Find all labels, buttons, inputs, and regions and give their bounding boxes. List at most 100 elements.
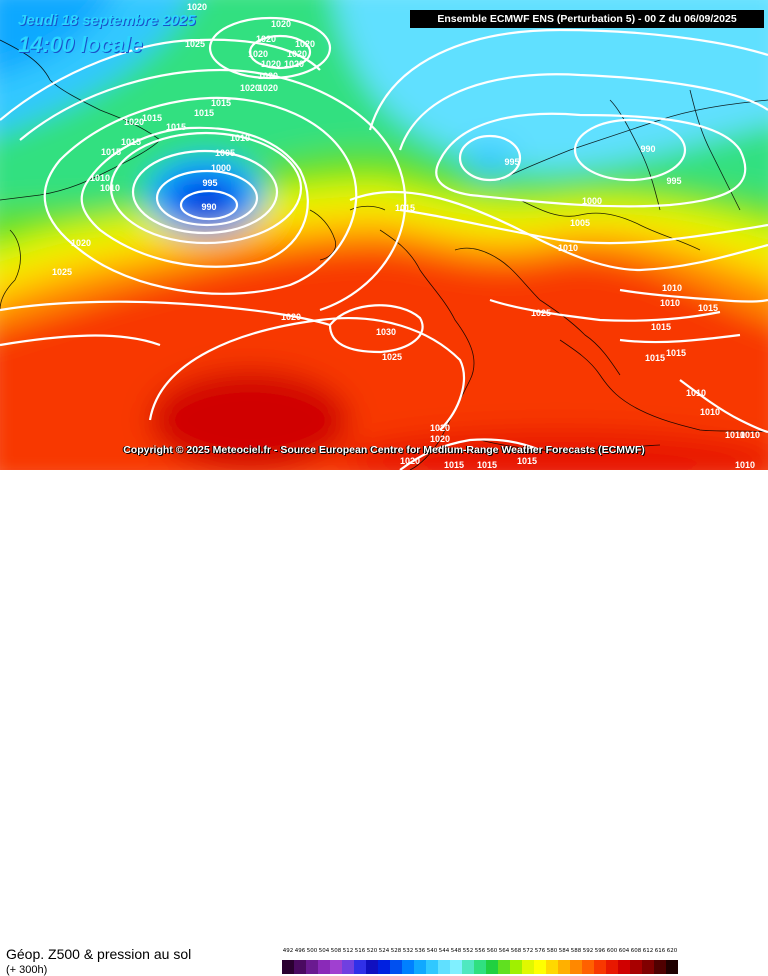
scale-label: 520 bbox=[366, 948, 378, 954]
scale-label: 556 bbox=[474, 948, 486, 954]
scale-label: 580 bbox=[546, 948, 558, 954]
isobar-label: 1010 bbox=[90, 173, 110, 183]
isobar-label: 1020 bbox=[271, 19, 291, 29]
isobar-label: 1005 bbox=[215, 148, 235, 158]
isobar-label: 1020 bbox=[295, 39, 315, 49]
scale-swatch bbox=[330, 960, 342, 974]
isobar-label: 1015 bbox=[166, 122, 186, 132]
isobar-label: 1020 bbox=[400, 456, 420, 466]
scale-label: 576 bbox=[534, 948, 546, 954]
isobar-label: 1020 bbox=[261, 59, 281, 69]
scale-label: 528 bbox=[390, 948, 402, 954]
scale-swatch bbox=[546, 960, 558, 974]
isobar-label: 1020 bbox=[287, 49, 307, 59]
scale-label: 516 bbox=[354, 948, 366, 954]
isobar-label: 1020 bbox=[430, 423, 450, 433]
isobar-label: 1020 bbox=[187, 2, 207, 12]
scale-swatch bbox=[666, 960, 678, 974]
scale-label: 532 bbox=[402, 948, 414, 954]
coastlines bbox=[0, 39, 768, 470]
scale-label: 492 bbox=[282, 948, 294, 954]
isobar-label: 1015 bbox=[194, 108, 214, 118]
scale-swatch bbox=[606, 960, 618, 974]
color-scale-swatches bbox=[282, 960, 750, 974]
isobar-label: 1015 bbox=[444, 460, 464, 470]
isobar-label: 1010 bbox=[558, 243, 578, 253]
isobar-label: 995 bbox=[666, 176, 681, 186]
geopotential-field bbox=[0, 0, 768, 470]
isobar-label: 1020 bbox=[430, 434, 450, 444]
isobar-label: 990 bbox=[640, 144, 655, 154]
scale-label: 524 bbox=[378, 948, 390, 954]
scale-swatch bbox=[486, 960, 498, 974]
isobar-label: 995 bbox=[504, 157, 519, 167]
scale-label: 596 bbox=[594, 948, 606, 954]
scale-swatch bbox=[630, 960, 642, 974]
isobar-label: 1015 bbox=[142, 113, 162, 123]
scale-label: 560 bbox=[486, 948, 498, 954]
scale-swatch bbox=[426, 960, 438, 974]
isobar-label: 1015 bbox=[101, 147, 121, 157]
scale-label: 616 bbox=[654, 948, 666, 954]
scale-swatch bbox=[642, 960, 654, 974]
scale-swatch bbox=[354, 960, 366, 974]
scale-label: 544 bbox=[438, 948, 450, 954]
scale-label: 564 bbox=[498, 948, 510, 954]
scale-swatch bbox=[510, 960, 522, 974]
isobar-label: 1010 bbox=[100, 183, 120, 193]
isobar-label: 1020 bbox=[284, 59, 304, 69]
isobar-label: 1005 bbox=[570, 218, 590, 228]
isobar-label: 1025 bbox=[185, 39, 205, 49]
scale-swatch bbox=[594, 960, 606, 974]
isobar-label: 1020 bbox=[240, 83, 260, 93]
pressure-isobars bbox=[0, 16, 768, 470]
scale-swatch bbox=[390, 960, 402, 974]
isobar-label: 1000 bbox=[211, 163, 231, 173]
isobar-label: 1010 bbox=[230, 133, 250, 143]
model-banner: Ensemble ECMWF ENS (Perturbation 5) - 00… bbox=[410, 10, 764, 28]
scale-swatch bbox=[474, 960, 486, 974]
scale-swatch bbox=[294, 960, 306, 974]
scale-swatch bbox=[450, 960, 462, 974]
scale-swatch bbox=[570, 960, 582, 974]
scale-label: 584 bbox=[558, 948, 570, 954]
scale-label: 496 bbox=[294, 948, 306, 954]
isobar-label: 1010 bbox=[725, 430, 745, 440]
scale-swatch bbox=[402, 960, 414, 974]
isobar-label: 1030 bbox=[376, 327, 396, 337]
scale-swatch bbox=[438, 960, 450, 974]
isobar-label: 1025 bbox=[382, 352, 402, 362]
isobar-label: 1010 bbox=[686, 388, 706, 398]
isobar-label: 1010 bbox=[700, 407, 720, 417]
scale-label: 512 bbox=[342, 948, 354, 954]
isobar-label: 1015 bbox=[666, 348, 686, 358]
isobar-label: 1025 bbox=[531, 308, 551, 318]
scale-label: 540 bbox=[426, 948, 438, 954]
isobar-label: 1020 bbox=[71, 238, 91, 248]
isobar-label: 1015 bbox=[121, 137, 141, 147]
color-scale: 492 496 500 504 508 512 516 520 524 528 532 536 540 5… bbox=[282, 948, 750, 974]
isobar-label: 1020 bbox=[256, 34, 276, 44]
isobar-label: 1025 bbox=[52, 267, 72, 277]
forecast-date: Jeudi 18 septembre 2025 bbox=[18, 12, 196, 29]
isobar-label: 1015 bbox=[211, 98, 231, 108]
scale-label: 508 bbox=[330, 948, 342, 954]
scale-label: 620 bbox=[666, 948, 678, 954]
isobar-label: 1010 bbox=[740, 430, 760, 440]
isobar-label: 1010 bbox=[735, 460, 755, 470]
scale-swatch bbox=[558, 960, 570, 974]
isobar-label: 1010 bbox=[662, 283, 682, 293]
scale-swatch bbox=[342, 960, 354, 974]
legend-title: Géop. Z500 & pression au sol bbox=[6, 946, 192, 962]
scale-swatch bbox=[366, 960, 378, 974]
isobar-label: 1015 bbox=[651, 322, 671, 332]
isobar-label: 1000 bbox=[582, 196, 602, 206]
legend-footer: Géop. Z500 & pression au sol (+ 300h) 49… bbox=[0, 470, 768, 976]
isobar-label: 1020 bbox=[258, 83, 278, 93]
isobar-label: 1020 bbox=[248, 49, 268, 59]
isobar-label: 1015 bbox=[395, 203, 415, 213]
scale-swatch bbox=[522, 960, 534, 974]
scale-label: 592 bbox=[582, 948, 594, 954]
scale-label: 600 bbox=[606, 948, 618, 954]
